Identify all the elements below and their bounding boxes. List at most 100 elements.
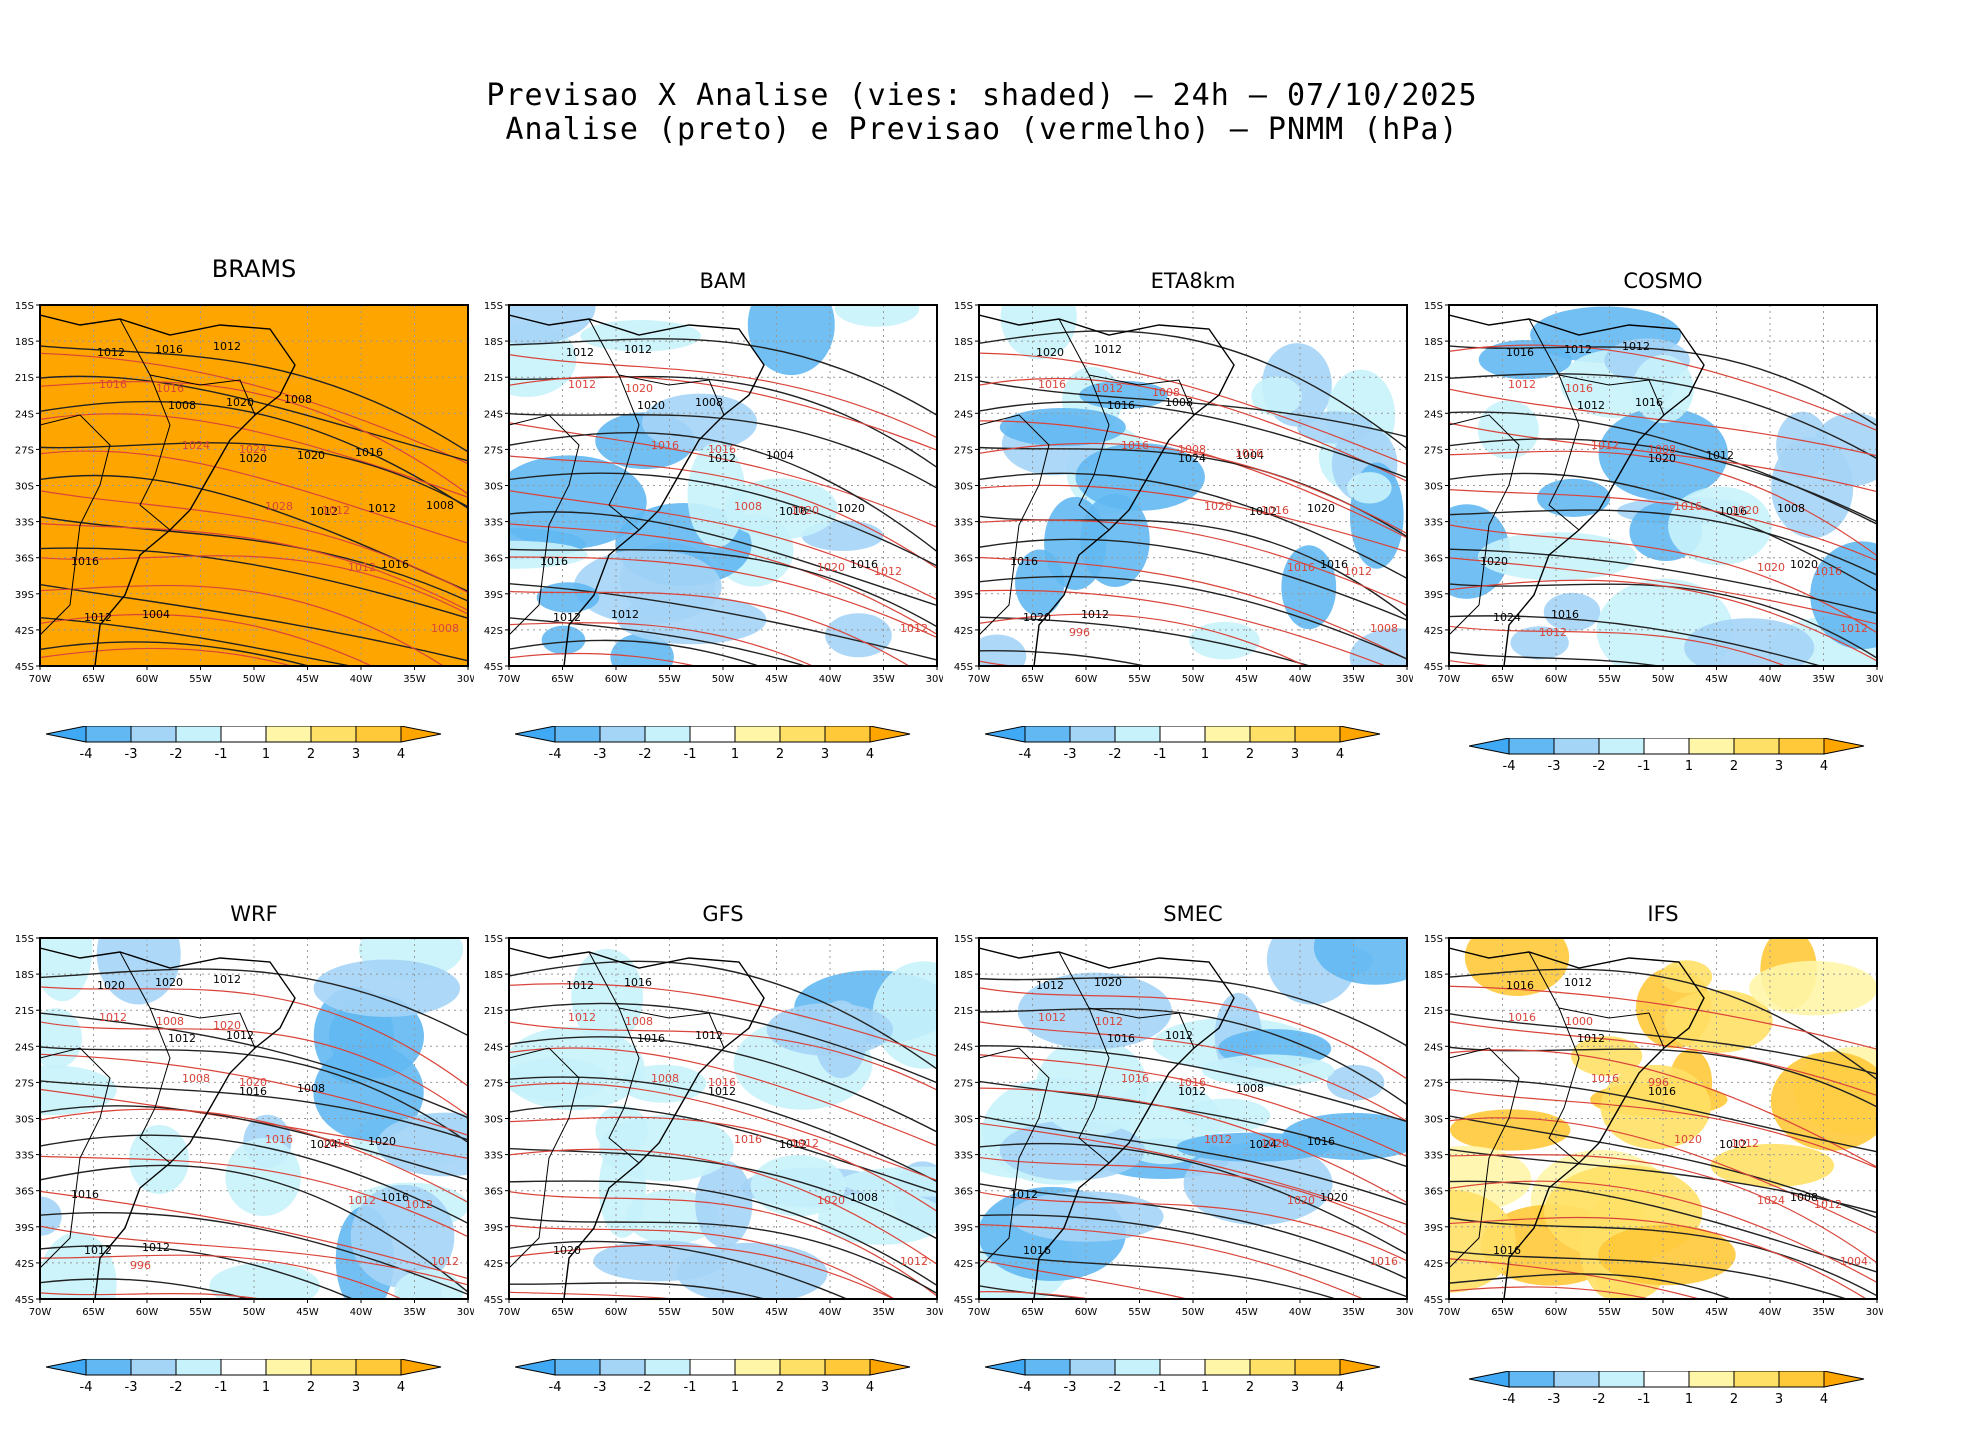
lat-label: 42S [954,626,973,637]
isobar-analysis [40,1244,355,1299]
lon-label: 40W [1759,674,1782,685]
isobar-analysis [40,515,468,602]
andes-border [979,1047,1050,1269]
isobar-label-forecast: 1020 [1287,1194,1315,1207]
map-panel-gfs: 1012101610121012100810201016101210121008… [484,934,943,1318]
colorbar-swatch [1024,1359,1071,1376]
isobar-forecast [979,556,1407,660]
isobar-label-analysis: 1012 [1706,449,1734,462]
lat-label: 39S [954,1223,973,1234]
lon-label: 50W [1182,674,1205,685]
andes-border [1449,414,1520,636]
colorbar-tick-label: -4 [80,747,93,762]
isobar-analysis [509,1240,849,1299]
colorbar-swatch [644,1359,691,1376]
isobar-analysis [509,1002,937,1084]
lat-label: 30S [1424,482,1443,493]
isobar-label-analysis: 1008 [1777,502,1805,515]
isobar-label-forecast: 1016 [322,1137,350,1150]
isobar-label-analysis: 1016 [381,558,409,571]
bias-area [1478,340,1572,380]
colorbar-tick-label: -4 [1019,747,1032,762]
isobar-forecast [40,585,445,666]
isobar-label-analysis: 1012 [142,1241,170,1254]
isobar-forecast [40,490,468,594]
isobar-label-forecast: 1020 [1731,504,1759,517]
isobar-forecast [979,420,1407,539]
isobar-label-forecast: 1024 [182,439,210,452]
isobar-label-analysis: 1020 [1094,976,1122,989]
bias-area [817,1191,937,1245]
lat-label: 15S [484,934,503,945]
lat-label: 39S [15,1223,34,1234]
state-border [618,1007,725,1049]
isobar-label-analysis: 1016 [1506,346,1534,359]
colorbar-swatch [175,726,222,743]
andes-border [509,1047,580,1269]
bias-area [40,1065,117,1116]
isobar-label-forecast: 1012 [791,1137,819,1150]
colorbar-tick-label: -2 [170,1380,183,1395]
colorbar-swatch [265,1359,312,1376]
isobar-label-forecast: 1012 [1731,1137,1759,1150]
colorbar-swatch [1024,726,1071,743]
isobar-forecast [509,1291,683,1299]
isobar-forecast [40,413,468,498]
lon-label: 55W [1128,674,1151,685]
lat-label: 42S [15,626,34,637]
isobar-forecast [509,1244,896,1299]
colorbar-arrow-right [1823,738,1865,755]
colorbar-swatch [1114,1359,1161,1376]
lat-label: 21S [1424,373,1443,384]
figure-title-line1: Previsao X Analise (vies: shaded) – 24h … [486,78,1478,113]
isobar-label-analysis: 1016 [1635,396,1663,409]
isobar-label-forecast: 1016 [1674,500,1702,513]
lon-label: 60W [1075,1307,1098,1318]
colorbar-swatch [734,1359,781,1376]
isobar-label-forecast: 1016 [1261,504,1289,517]
isobar-analysis [40,547,468,619]
colorbar-tick-label: 2 [1246,1380,1254,1395]
lat-label: 45S [15,662,34,673]
lon-label: 30W [1866,674,1883,685]
lon-label: 55W [1598,674,1621,685]
lon-label: 45W [1235,674,1258,685]
isobar-label-forecast: 1020 [1261,1137,1289,1150]
isobar-label-analysis: 1012 [566,346,594,359]
lon-label: 55W [1598,1307,1621,1318]
isobar-label-forecast: 1008 [651,1072,679,1085]
isobar-analysis [509,1216,937,1295]
isobar-forecast [1449,388,1877,457]
isobar-label-forecast: 1016 [1591,1072,1619,1085]
isobar-label-forecast: 1016 [651,439,679,452]
isobar-label-analysis: 1024 [1178,452,1206,465]
isobar-forecast [509,622,815,666]
lat-label: 45S [954,662,973,673]
isobar-analysis [509,472,937,567]
colorbar-tick-label: 4 [1336,1380,1344,1395]
colorbar-swatch [779,1359,826,1376]
isobar-label-analysis: 1008 [1790,1191,1818,1204]
bias-area [1251,376,1302,417]
colorbar-tick-label: -1 [1154,1380,1167,1395]
isobar-label-forecast: 1012 [568,378,596,391]
isobar-label-forecast: 1000 [1565,1015,1593,1028]
isobar-label-forecast: 1012 [431,1255,459,1268]
isobar-forecast [1449,344,1877,432]
isobar-label-forecast: 1012 [348,561,376,574]
isobar-forecast [1449,450,1877,557]
bias-area [40,938,93,1002]
isobar-forecast [979,1054,1407,1158]
panel-title-wrf: WRF [230,902,278,926]
colorbar-tick-label: 1 [262,1380,270,1395]
lon-label: 55W [658,674,681,685]
lat-label: 21S [954,373,973,384]
colorbar-tick-label: -2 [639,747,652,762]
colorbar-swatch [355,1359,402,1376]
isobar-analysis [40,1012,468,1119]
isobar-forecast [1449,489,1877,562]
colorbar-swatch [1249,1359,1296,1376]
isobar-label-forecast: 1016 [1814,565,1842,578]
lat-label: 27S [1424,445,1443,456]
lon-label: 45W [1705,674,1728,685]
